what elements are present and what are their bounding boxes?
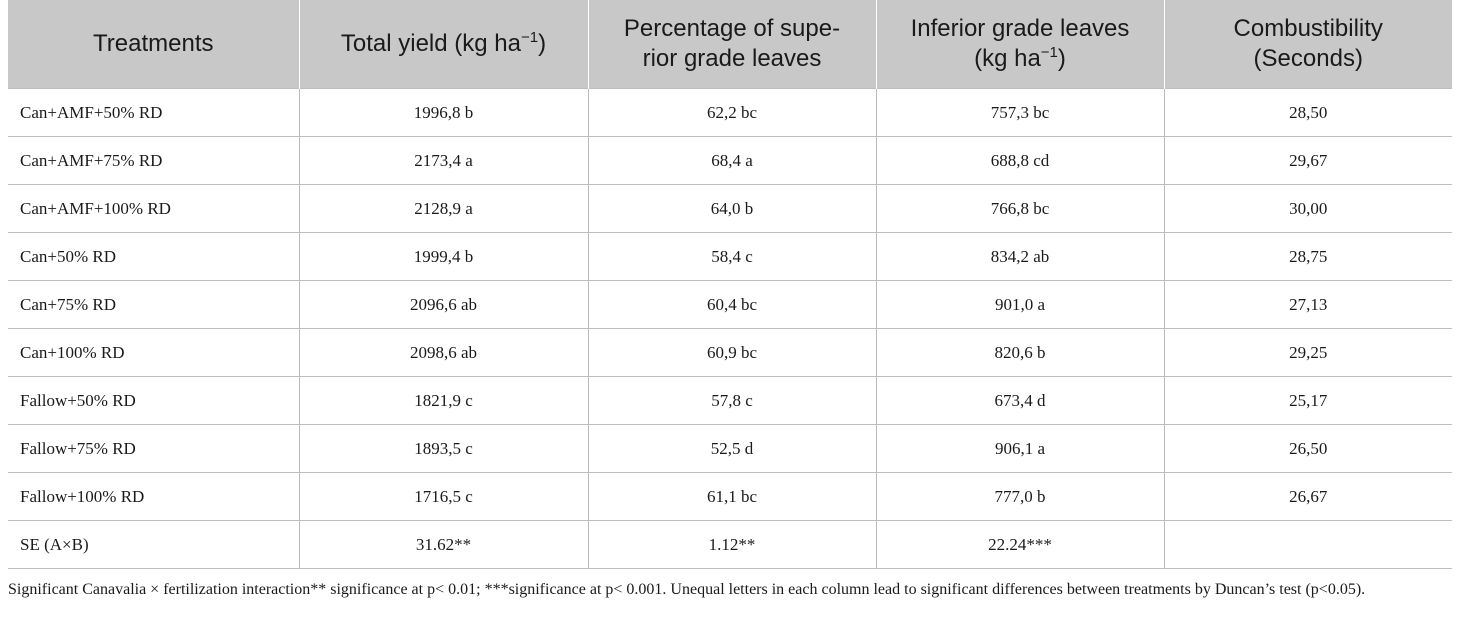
table-row: Can+AMF+50% RD 1996,8 b 62,2 bc 757,3 bc 28,…: [8, 88, 1452, 137]
cell-treatment: SE (A×B): [8, 520, 299, 569]
cell-total-yield: 1996,8 b: [298, 88, 588, 137]
cell-treatment: Can+AMF+75% RD: [8, 136, 299, 185]
cell-combustibility: 25,17: [1163, 376, 1452, 425]
cell-combustibility: 26,67: [1163, 472, 1452, 521]
cell-superior-grade: 62,2 bc: [587, 88, 876, 137]
cell-treatment: Can+100% RD: [8, 328, 299, 377]
cell-inferior-grade: 901,0 a: [875, 280, 1164, 329]
cell-superior-grade: 60,9 bc: [587, 328, 876, 377]
cell-treatment: Fallow+100% RD: [8, 472, 299, 521]
cell-inferior-grade: 673,4 d: [875, 376, 1164, 425]
results-table-container: Treatments Total yield (kg ha−1) Percent…: [8, 0, 1452, 569]
cell-combustibility: 30,00: [1163, 184, 1452, 233]
cell-inferior-grade: 757,3 bc: [875, 88, 1164, 137]
cell-treatment: Can+AMF+100% RD: [8, 184, 299, 233]
cell-inferior-grade: 688,8 cd: [875, 136, 1164, 185]
cell-inferior-grade: 820,6 b: [875, 328, 1164, 377]
cell-combustibility: 29,25: [1163, 328, 1452, 377]
table-row: SE (A×B) 31.62** 1.12** 22.24***: [8, 520, 1452, 569]
results-table: Treatments Total yield (kg ha−1) Percent…: [8, 0, 1452, 569]
table-row: Can+100% RD 2098,6 ab 60,9 bc 820,6 b 29,25: [8, 328, 1452, 377]
cell-superior-grade: 61,1 bc: [587, 472, 876, 521]
header-inferior-grade: Inferior grade leaves (kg ha−1): [875, 0, 1164, 89]
cell-total-yield: 31.62**: [298, 520, 588, 569]
cell-superior-grade: 60,4 bc: [587, 280, 876, 329]
cell-combustibility: 29,67: [1163, 136, 1452, 185]
header-total-yield: Total yield (kg ha−1): [298, 0, 588, 89]
cell-inferior-grade: 766,8 bc: [875, 184, 1164, 233]
cell-superior-grade: 1.12**: [587, 520, 876, 569]
cell-superior-grade: 57,8 c: [587, 376, 876, 425]
table-row: Can+AMF+100% RD 2128,9 a 64,0 b 766,8 bc 30,…: [8, 184, 1452, 233]
cell-superior-grade: 64,0 b: [587, 184, 876, 233]
table-footnote: Significant Canavalia × fertilization in…: [8, 581, 1366, 598]
cell-treatment: Can+50% RD: [8, 232, 299, 281]
cell-treatment: Fallow+50% RD: [8, 376, 299, 425]
cell-combustibility: [1163, 520, 1452, 569]
table-row: Fallow+50% RD 1821,9 c 57,8 c 673,4 d 25,17: [8, 376, 1452, 425]
cell-total-yield: 2096,6 ab: [298, 280, 588, 329]
header-treatments: Treatments: [8, 0, 299, 89]
cell-total-yield: 2173,4 a: [298, 136, 588, 185]
cell-total-yield: 1821,9 c: [298, 376, 588, 425]
table-row: Can+50% RD 1999,4 b 58,4 c 834,2 ab 28,75: [8, 232, 1452, 281]
cell-superior-grade: 52,5 d: [587, 424, 876, 473]
cell-combustibility: 27,13: [1163, 280, 1452, 329]
cell-treatment: Can+AMF+50% RD: [8, 88, 299, 137]
cell-inferior-grade: 834,2 ab: [875, 232, 1164, 281]
cell-inferior-grade: 906,1 a: [875, 424, 1164, 473]
cell-superior-grade: 58,4 c: [587, 232, 876, 281]
table-row: Can+AMF+75% RD 2173,4 a 68,4 a 688,8 cd 29,6…: [8, 136, 1452, 185]
table-row: Fallow+100% RD 1716,5 c 61,1 bc 777,0 b 26,6…: [8, 472, 1452, 521]
header-superior-grade: Percentage of supe- rior grade leaves: [587, 0, 876, 89]
cell-superior-grade: 68,4 a: [587, 136, 876, 185]
cell-combustibility: 28,50: [1163, 88, 1452, 137]
header-combustibility: Combustibility (Seconds): [1163, 0, 1452, 89]
cell-total-yield: 1716,5 c: [298, 472, 588, 521]
header-row: Treatments Total yield (kg ha−1) Percent…: [8, 0, 1452, 89]
cell-combustibility: 28,75: [1163, 232, 1452, 281]
cell-combustibility: 26,50: [1163, 424, 1452, 473]
cell-total-yield: 2098,6 ab: [298, 328, 588, 377]
cell-treatment: Can+75% RD: [8, 280, 299, 329]
cell-total-yield: 1893,5 c: [298, 424, 588, 473]
cell-treatment: Fallow+75% RD: [8, 424, 299, 473]
cell-inferior-grade: 22.24***: [875, 520, 1164, 569]
cell-total-yield: 1999,4 b: [298, 232, 588, 281]
table-row: Fallow+75% RD 1893,5 c 52,5 d 906,1 a 26,50: [8, 424, 1452, 473]
cell-inferior-grade: 777,0 b: [875, 472, 1164, 521]
table-row: Can+75% RD 2096,6 ab 60,4 bc 901,0 a 27,13: [8, 280, 1452, 329]
cell-total-yield: 2128,9 a: [298, 184, 588, 233]
